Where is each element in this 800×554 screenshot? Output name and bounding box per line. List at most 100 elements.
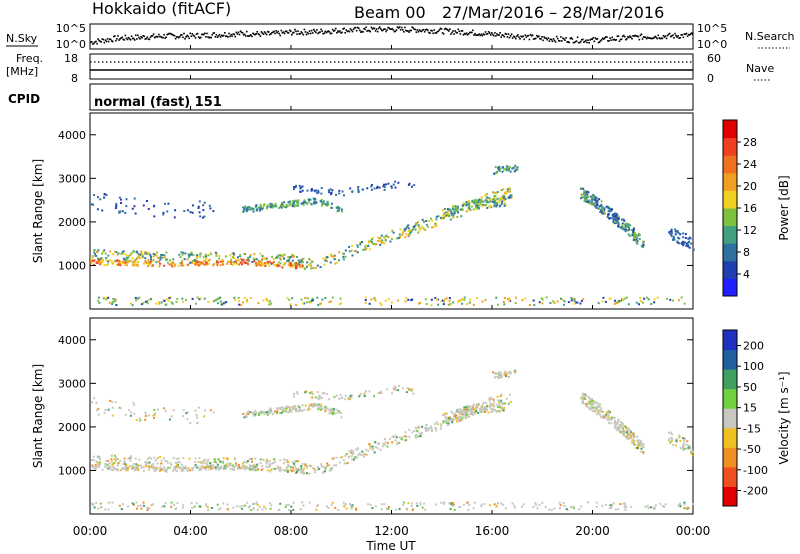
sky-point (105, 40, 108, 43)
echo-point (580, 187, 583, 190)
sky-point (547, 37, 550, 39)
sky-point (623, 35, 626, 38)
echo-point (103, 249, 106, 252)
echo-point (432, 225, 435, 228)
sky-point (259, 35, 262, 38)
echo-point (204, 253, 207, 256)
echo-point (121, 210, 124, 213)
sky-point (665, 37, 668, 40)
sky-point (653, 36, 655, 39)
echo-point (192, 467, 195, 470)
echo-point (98, 296, 101, 299)
echo-point (261, 263, 264, 266)
echo-point (287, 201, 290, 204)
echo-point (94, 464, 97, 467)
echo-point (207, 464, 210, 467)
echo-point (278, 411, 281, 414)
echo-point (302, 471, 305, 474)
echo-point (482, 200, 485, 203)
echo-point (464, 406, 467, 409)
echo-point (278, 470, 281, 473)
echo-point (221, 303, 224, 306)
echo-point (107, 460, 110, 463)
echo-point (111, 501, 114, 504)
sky-point (263, 31, 266, 33)
sky-point (317, 32, 319, 35)
y-tick-label: 1000 (58, 259, 86, 272)
sky-point (254, 33, 256, 36)
echo-point (277, 261, 280, 264)
echo-point (472, 403, 475, 406)
echo-point (328, 408, 331, 411)
echo-point (245, 259, 248, 262)
echo-point (212, 411, 215, 414)
echo-point (497, 303, 500, 306)
echo-point (120, 202, 123, 205)
echo-point (187, 253, 190, 256)
echo-point (541, 302, 544, 305)
echo-point (257, 302, 260, 305)
echo-point (635, 301, 638, 304)
echo-point (245, 466, 248, 469)
echo-point (242, 412, 245, 415)
echo-point (610, 507, 613, 510)
echo-point (509, 401, 512, 404)
echo-point (133, 197, 136, 200)
echo-point (499, 409, 502, 412)
echo-point (216, 503, 219, 506)
echo-point (384, 441, 387, 444)
echo-point (522, 503, 525, 506)
echo-point (162, 211, 165, 214)
echo-point (435, 421, 438, 424)
echo-point (484, 299, 487, 302)
echo-point (147, 252, 150, 255)
sky-point (416, 29, 419, 31)
echo-point (252, 207, 255, 210)
echo-point (595, 413, 598, 416)
echo-point (110, 458, 113, 461)
echo-point (407, 227, 410, 230)
echo-point (288, 509, 291, 512)
echo-point (239, 257, 242, 260)
echo-point (446, 210, 449, 213)
echo-point (675, 440, 678, 443)
echo-point (179, 262, 182, 265)
echo-point (414, 228, 417, 231)
echo-point (419, 501, 422, 504)
sky-point (242, 34, 245, 36)
echo-point (104, 463, 107, 466)
echo-point (260, 263, 263, 266)
sky-point (304, 31, 307, 33)
echo-point (368, 302, 371, 305)
echo-point (163, 254, 166, 257)
echo-point (377, 392, 380, 395)
echo-point (490, 200, 493, 203)
echo-point (496, 410, 499, 413)
echo-point (596, 202, 599, 205)
echo-point (293, 469, 296, 472)
echo-point (109, 250, 112, 253)
echo-point (404, 227, 407, 230)
echo-point (502, 503, 505, 506)
sky-point (597, 41, 600, 44)
echo-point (424, 508, 427, 511)
echo-point (506, 190, 509, 193)
echo-point (622, 228, 625, 231)
echo-point (105, 264, 108, 267)
echo-point (640, 299, 643, 302)
sky-point (157, 36, 159, 38)
echo-point (170, 264, 173, 267)
sky-point (629, 35, 631, 37)
echo-point (138, 458, 141, 461)
echo-point (490, 198, 493, 201)
echo-point (242, 258, 245, 261)
echo-point (333, 258, 336, 261)
echo-point (591, 195, 594, 198)
sky-point (588, 42, 590, 44)
echo-point (492, 408, 495, 411)
echo-point (595, 402, 598, 405)
colorbar-swatch (723, 349, 737, 370)
echo-point (149, 260, 152, 263)
echo-point (632, 432, 635, 435)
echo-point (173, 503, 176, 506)
